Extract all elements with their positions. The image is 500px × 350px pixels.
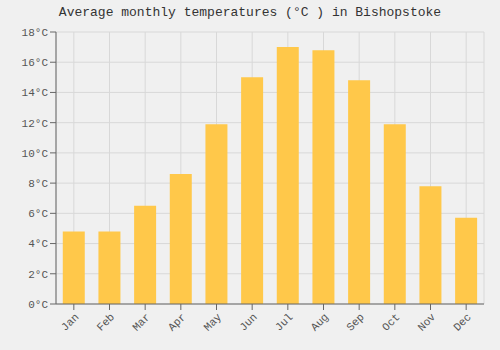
svg-text:Nov: Nov xyxy=(416,311,439,334)
svg-text:Jan: Jan xyxy=(59,311,81,333)
svg-text:16°C: 16°C xyxy=(22,57,49,69)
svg-text:18°C: 18°C xyxy=(22,27,49,39)
svg-text:10°C: 10°C xyxy=(22,148,49,160)
svg-text:6°C: 6°C xyxy=(28,208,48,220)
svg-text:Apr: Apr xyxy=(166,311,188,333)
svg-text:Jul: Jul xyxy=(273,311,295,333)
svg-text:Aug: Aug xyxy=(309,311,331,333)
svg-text:Sep: Sep xyxy=(344,311,366,333)
svg-text:8°C: 8°C xyxy=(28,178,48,190)
svg-text:12°C: 12°C xyxy=(22,118,49,130)
svg-text:2°C: 2°C xyxy=(28,269,48,281)
svg-text:Oct: Oct xyxy=(380,311,402,333)
svg-text:Feb: Feb xyxy=(95,311,117,333)
svg-text:14°C: 14°C xyxy=(22,87,49,99)
svg-text:Dec: Dec xyxy=(451,311,473,333)
svg-text:May: May xyxy=(202,311,225,334)
svg-text:0°C: 0°C xyxy=(28,299,48,311)
svg-text:Jun: Jun xyxy=(237,311,259,333)
svg-text:Mar: Mar xyxy=(130,311,152,333)
html-text:Average monthly temperatures (: Average monthly temperatures (°C ) in Bi… xyxy=(58,5,442,20)
svg-text:4°C: 4°C xyxy=(28,238,48,250)
